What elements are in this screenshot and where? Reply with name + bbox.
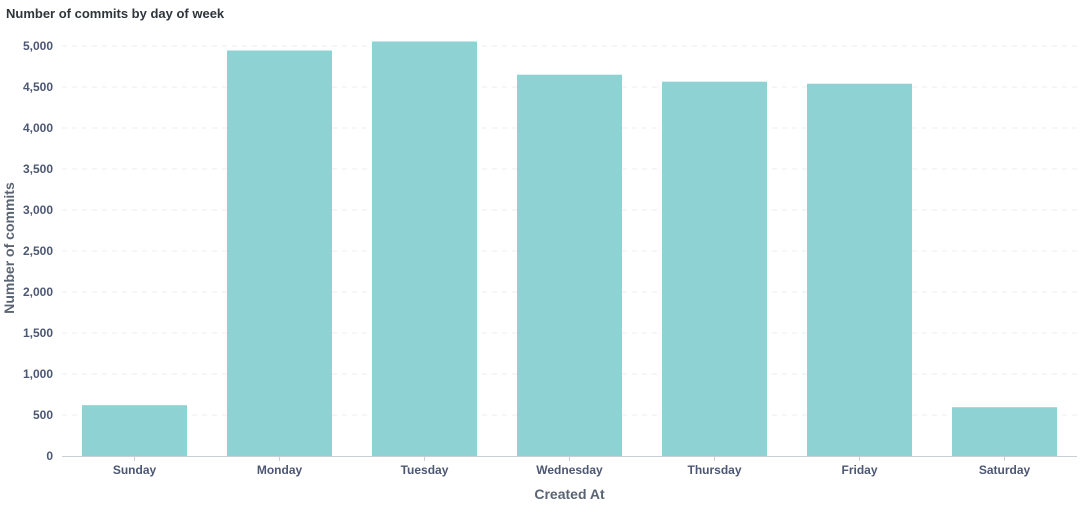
y-tick-label: 2,500 [23, 244, 53, 258]
x-tick-label-wednesday: Wednesday [536, 463, 603, 477]
x-tick-label-friday: Friday [841, 463, 877, 477]
y-axis-title: Number of commits [1, 182, 17, 314]
y-tick-label: 0 [46, 449, 53, 463]
y-tick-label: 4,500 [23, 80, 53, 94]
y-tick-label: 500 [33, 408, 53, 422]
bar-monday[interactable] [227, 50, 332, 456]
y-tick-label: 1,500 [23, 326, 53, 340]
bar-sunday[interactable] [82, 405, 187, 456]
x-axis-title: Created At [534, 486, 605, 502]
x-tick-label-monday: Monday [257, 463, 303, 477]
y-tick-label: 3,500 [23, 162, 53, 176]
bar-saturday[interactable] [952, 407, 1057, 456]
y-tick-label: 3,000 [23, 203, 53, 217]
bar-friday[interactable] [807, 83, 912, 456]
y-tick-label: 1,000 [23, 367, 53, 381]
bar-tuesday[interactable] [372, 41, 477, 457]
x-tick-label-saturday: Saturday [979, 463, 1031, 477]
x-tick-label-sunday: Sunday [113, 463, 157, 477]
x-tick-label-thursday: Thursday [687, 463, 741, 477]
x-tick-label-tuesday: Tuesday [401, 463, 449, 477]
bar-thursday[interactable] [662, 81, 767, 457]
chart-title: Number of commits by day of week [6, 6, 225, 21]
y-tick-label: 2,000 [23, 285, 53, 299]
bar-wednesday[interactable] [517, 74, 622, 456]
y-tick-label: 5,000 [23, 39, 53, 53]
y-tick-label: 4,000 [23, 121, 53, 135]
